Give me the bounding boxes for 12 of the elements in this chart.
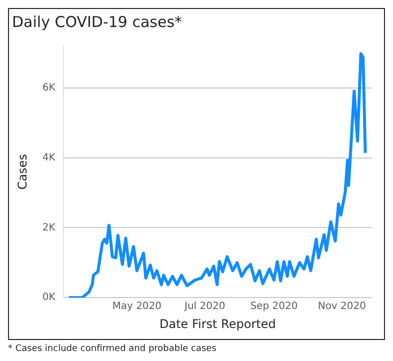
chart-title: Daily COVID-19 cases* (12, 12, 183, 31)
y-tick-label: 0K (42, 292, 56, 304)
x-tick-label: Jul 2020 (183, 301, 226, 312)
y-tick-label: 2K (42, 222, 56, 234)
y-tick-label: 4K (42, 152, 56, 164)
y-tick-label: 6K (42, 82, 56, 94)
y-axis-title: Cases (15, 154, 30, 190)
x-tick-label: Nov 2020 (318, 301, 366, 312)
text: * Cases include confirmed and probable cases (8, 344, 218, 354)
x-tick-label: May 2020 (112, 301, 162, 312)
x-tick-label: Sep 2020 (250, 301, 298, 312)
x-axis-title: Date First Reported (159, 316, 276, 331)
